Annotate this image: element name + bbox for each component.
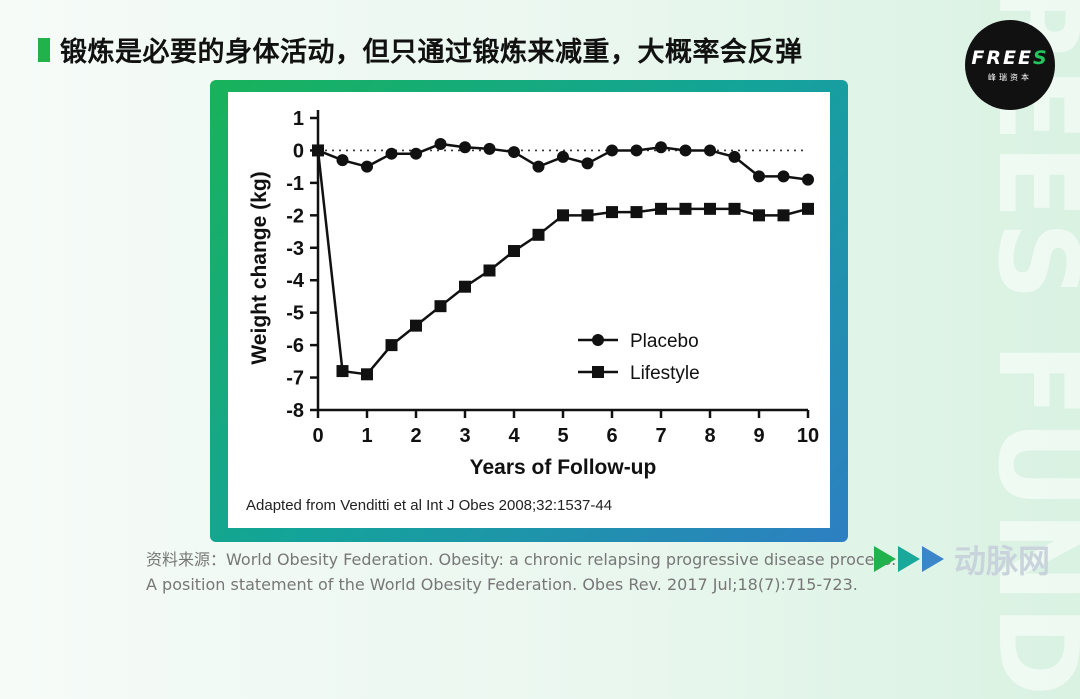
placebo-data-point — [753, 170, 765, 183]
logo-main-text: FREES — [971, 47, 1049, 69]
lifestyle-data-point — [606, 206, 618, 219]
lifestyle-data-point — [434, 300, 447, 313]
placebo-data-point — [483, 142, 496, 155]
y-tick-label: -7 — [286, 368, 304, 390]
lifestyle-data-point — [312, 144, 324, 157]
placebo-data-point — [385, 147, 398, 160]
chart-card: 1 0 -1 -2 -3 -4 -5 -6 -7 -8 0 1 2 3 4 5 6 7 8 9 10 Placebo Li… — [228, 92, 830, 528]
placebo-data-point — [557, 150, 569, 163]
x-tick-label: 4 — [508, 425, 520, 447]
x-tick-label: 2 — [410, 425, 421, 447]
lifestyle-data-point — [802, 202, 814, 215]
y-tick-label: -5 — [286, 303, 304, 325]
arrow-icon — [874, 546, 896, 572]
lifestyle-data-point — [777, 209, 790, 222]
lifestyle-data-point — [581, 209, 594, 222]
placebo-data-point — [361, 160, 373, 173]
lifestyle-data-point — [753, 209, 765, 222]
lifestyle-data-point — [385, 339, 398, 352]
placebo-data-point — [655, 141, 667, 154]
y-tick-label: -3 — [286, 238, 304, 260]
y-tick-label: -1 — [286, 173, 304, 195]
arrow-icon — [922, 546, 944, 572]
placebo-data-point — [459, 141, 471, 154]
lifestyle-data-point — [704, 202, 716, 215]
legend-label-placebo: Placebo — [630, 331, 699, 352]
placebo-data-point — [508, 146, 520, 159]
x-tick-label: 6 — [606, 425, 617, 447]
placebo-data-point — [777, 170, 790, 183]
side-watermark-text: FREES FUND — [974, 0, 1080, 699]
placebo-data-point — [606, 144, 618, 157]
placebo-data-point — [679, 144, 692, 157]
y-tick-label: 1 — [293, 108, 304, 130]
x-tick-label: 3 — [459, 425, 470, 447]
placebo-data-point — [728, 150, 741, 163]
x-tick-label: 5 — [557, 425, 568, 447]
lifestyle-data-point — [532, 228, 545, 241]
brand-logo: FREES 峰瑞资本 — [965, 20, 1055, 110]
y-axis-label: Weight change (kg) — [248, 171, 271, 364]
x-axis-label: Years of Follow-up — [470, 456, 657, 479]
x-tick-label: 8 — [704, 425, 715, 447]
lifestyle-data-point — [410, 319, 422, 332]
lifestyle-data-point — [630, 206, 643, 219]
lifestyle-data-point — [655, 202, 667, 215]
x-tick-label: 7 — [655, 425, 666, 447]
page-title: 锻炼是必要的身体活动，但只通过锻炼来减重，大概率会反弹 — [60, 37, 803, 68]
side-watermark: FREES FUND — [974, 0, 1080, 699]
lifestyle-data-point — [679, 202, 692, 215]
source-label: 资料来源： — [146, 550, 227, 569]
source-text: World Obesity Federation. Obesity: a chr… — [146, 550, 897, 594]
logo-sub-text: 峰瑞资本 — [988, 73, 1032, 82]
lifestyle-data-point — [557, 209, 569, 222]
lifestyle-data-point — [508, 245, 520, 258]
x-tick-label: 9 — [753, 425, 764, 447]
lifestyle-data-point — [459, 280, 471, 293]
x-tick-label: 0 — [312, 425, 323, 447]
legend-marker-placebo — [592, 334, 604, 346]
lifestyle-data-point — [336, 365, 349, 378]
placebo-data-point — [336, 154, 349, 167]
placebo-data-point — [630, 144, 643, 157]
x-tick-label: 1 — [361, 425, 372, 447]
source-citation: 资料来源：World Obesity Federation. Obesity: … — [146, 547, 906, 597]
placebo-data-point — [704, 144, 716, 157]
lifestyle-data-point — [483, 264, 496, 277]
y-tick-label: -4 — [286, 270, 305, 292]
placebo-data-point — [434, 137, 447, 150]
arrow-icon — [898, 546, 920, 572]
placebo-data-point — [532, 160, 545, 173]
placebo-data-point — [802, 173, 814, 186]
lifestyle-data-point — [361, 368, 373, 381]
page-header: 锻炼是必要的身体活动，但只通过锻炼来减重，大概率会反弹 — [38, 30, 803, 69]
y-tick-label: -2 — [286, 205, 304, 227]
placebo-data-point — [581, 157, 594, 170]
y-tick-label: -8 — [286, 400, 304, 422]
legend-marker-lifestyle — [592, 366, 604, 378]
lifestyle-data-point — [728, 202, 741, 215]
x-tick-label: 10 — [797, 425, 819, 447]
bottom-watermark: 动脉网 — [874, 536, 1050, 582]
y-tick-label: 0 — [293, 140, 304, 162]
y-tick-label: -6 — [286, 335, 304, 357]
legend-label-lifestyle: Lifestyle — [630, 363, 700, 384]
weight-change-chart: 10-1-2-3-4-5-6-7-80 1 2 3 4 5 6 7 8 9 10 PlaceboLi… — [246, 108, 819, 514]
placebo-data-point — [410, 147, 422, 160]
chart-note: Adapted from Venditti et al Int J Obes 2… — [246, 497, 612, 514]
bottom-watermark-text: 动脉网 — [954, 542, 1051, 580]
title-accent-bar — [38, 37, 50, 62]
